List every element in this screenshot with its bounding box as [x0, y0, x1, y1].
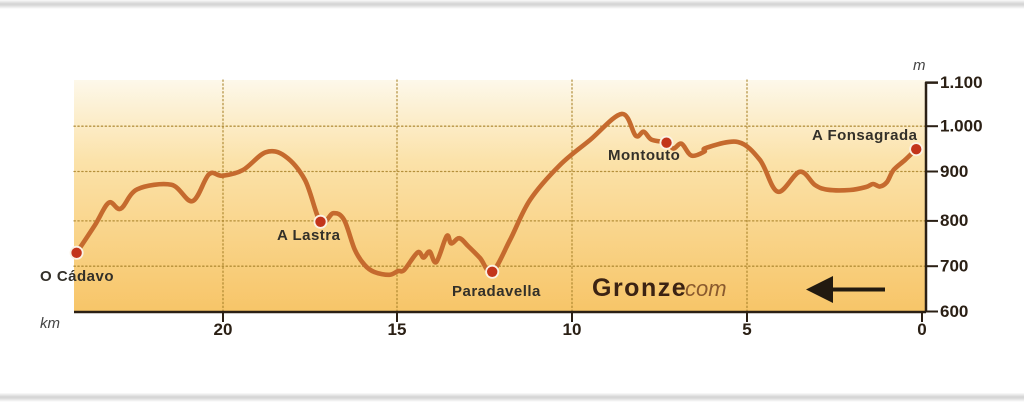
svg-text:900: 900	[940, 162, 968, 181]
svg-text:O Cádavo: O Cádavo	[40, 268, 114, 285]
svg-text:10: 10	[563, 320, 582, 339]
svg-text:A Fonsagrada: A Fonsagrada	[812, 127, 918, 144]
svg-text:800: 800	[940, 211, 968, 230]
svg-text:15: 15	[388, 320, 407, 339]
svg-text:0: 0	[917, 320, 926, 339]
svg-text:Paradavella: Paradavella	[452, 283, 541, 300]
svg-text:1.100: 1.100	[940, 73, 983, 92]
svg-text:1.000: 1.000	[940, 117, 983, 136]
svg-text:5: 5	[742, 320, 751, 339]
svg-text:A Lastra: A Lastra	[277, 227, 341, 244]
svg-text:600: 600	[940, 302, 968, 321]
svg-text:20: 20	[214, 320, 233, 339]
svg-text:com: com	[685, 276, 727, 301]
svg-text:Montouto: Montouto	[608, 147, 680, 164]
svg-text:km: km	[40, 315, 60, 332]
svg-text:m: m	[913, 57, 926, 74]
svg-text:Gronze: Gronze	[592, 274, 687, 302]
svg-text:700: 700	[940, 257, 968, 276]
